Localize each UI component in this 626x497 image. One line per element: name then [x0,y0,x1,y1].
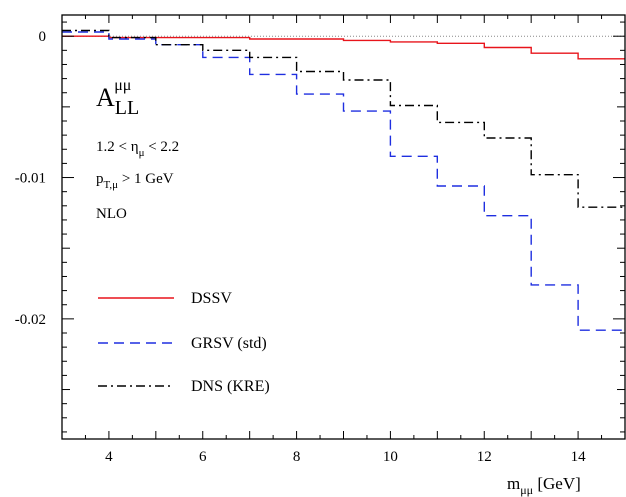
observable-label: ALLμμ [96,77,139,119]
series-line-dssv [62,35,625,60]
x-axis-title: mμμ [GeV] [507,474,581,497]
legend-label-dssv: DSSV [191,290,232,307]
series-line-dns-kre [62,29,625,208]
x-tick-label: 6 [199,449,207,465]
order-label: NLO [96,206,127,222]
y-tick-label: -0.02 [15,312,46,328]
x-tick-label: 10 [383,449,398,465]
x-tick-label: 14 [571,449,587,465]
x-tick-label: 4 [105,449,113,465]
legend-label-grsv: GRSV (std) [191,335,267,352]
legend: DSSV GRSV (std) DNS (KRE) [98,290,270,395]
pt-cut-label: pT,μ > 1 GeV [96,171,174,191]
series-line-grsv-std [62,31,625,331]
ticks-layer: 4 6 8 10 12 14 0 -0.01 -0.02 [15,15,626,465]
legend-label-dns: DNS (KRE) [191,378,270,395]
x-tick-label: 12 [477,449,492,465]
y-tick-label: 0 [39,29,47,45]
series-layer [62,29,625,331]
x-tick-label: 8 [293,449,301,465]
y-tick-label: -0.01 [15,171,46,187]
eta-cut-label: 1.2 < ημ < 2.2 [96,139,179,159]
